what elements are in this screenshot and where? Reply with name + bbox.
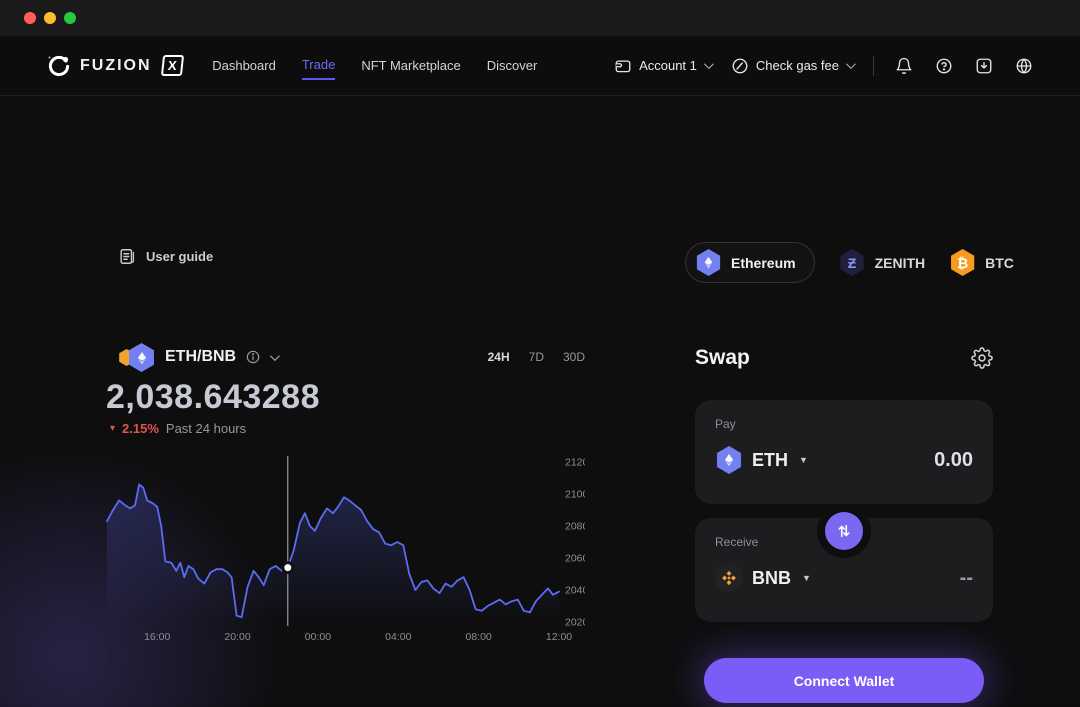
market-header: ETH/BNB 24H 7D 30D [118, 342, 585, 372]
range-tabs: 24H 7D 30D [488, 350, 585, 364]
nav-links: Dashboard Trade NFT Marketplace Discover [212, 51, 537, 80]
bell-icon [896, 57, 912, 74]
price-chart[interactable]: 2020 2040 2060 2080 2100 2120 16:00 20:00 00:00 0… [103, 452, 589, 651]
help-icon [936, 58, 952, 73]
pay-card: Pay ETH ▼ 0.00 [695, 400, 993, 504]
pay-label: Pay [715, 417, 736, 431]
down-triangle-icon: ▾ [110, 423, 116, 434]
document-icon [120, 249, 135, 264]
pair-name: ETH/BNB [165, 348, 237, 365]
swap-title: Swap [695, 346, 750, 369]
svg-text:2100: 2100 [565, 489, 585, 501]
svg-text:2080: 2080 [565, 521, 585, 533]
network-tabs: Ethereum Ƶ ZENITH ₿ BTC [685, 242, 1014, 283]
account-selector[interactable]: Account 1 [614, 57, 714, 75]
svg-text:2020: 2020 [565, 617, 585, 629]
chevron-down-icon [845, 59, 856, 70]
eth-icon [129, 343, 154, 372]
price-change-period: Past 24 hours [165, 421, 247, 436]
range-30d[interactable]: 30D [562, 350, 585, 364]
download-button[interactable] [974, 56, 994, 76]
network-tab-ethereum[interactable]: Ethereum [685, 242, 815, 283]
user-guide-label: User guide [146, 249, 214, 264]
notifications-button[interactable] [894, 56, 914, 76]
window-titlebar [0, 0, 1080, 36]
nav-link-trade[interactable]: Trade [301, 51, 336, 80]
nav-link-nft-marketplace[interactable]: NFT Marketplace [361, 58, 461, 73]
language-button[interactable] [1014, 56, 1034, 76]
navbar: FUZION X Dashboard Trade NFT Marketplace… [0, 36, 1080, 96]
receive-label: Receive [715, 535, 759, 549]
minimize-button[interactable] [44, 12, 56, 24]
svg-text:2040: 2040 [565, 585, 585, 597]
network-tab-btc[interactable]: ₿ BTC [949, 249, 1014, 276]
svg-text:2060: 2060 [565, 553, 585, 565]
nav-right: Account 1 Check gas fee [614, 55, 1034, 76]
swap-toggle-ring [817, 504, 871, 558]
svg-text:04:00: 04:00 [385, 631, 411, 643]
gear-icon[interactable] [971, 347, 993, 369]
maximize-button[interactable] [64, 12, 76, 24]
svg-text:20:00: 20:00 [224, 631, 250, 643]
pay-token-name: ETH [752, 449, 788, 470]
btc-icon: ₿ [951, 249, 975, 276]
gas-fee-label: Check gas fee [755, 58, 839, 73]
eth-icon [716, 446, 742, 474]
globe-icon [1016, 58, 1032, 73]
brand-logo[interactable]: FUZION X [46, 53, 184, 79]
fuzionx-logo-icon [48, 55, 70, 76]
zenith-icon: Ƶ [840, 249, 864, 276]
svg-text:2120: 2120 [565, 457, 585, 469]
brand-suffix: X [160, 55, 184, 76]
svg-text:00:00: 00:00 [305, 631, 331, 643]
wallet-icon [615, 59, 631, 72]
network-tab-label: BTC [985, 254, 1014, 271]
network-tab-label: Ethereum [731, 254, 796, 271]
user-guide-link[interactable]: User guide [118, 247, 213, 266]
brand-name: FUZION [80, 56, 152, 74]
help-button[interactable] [934, 56, 954, 76]
receive-card: Receive BNB ▼ -- [695, 518, 993, 622]
dropdown-triangle-icon: ▼ [799, 455, 808, 465]
price-change-row: ▾ 2.15% Past 24 hours [110, 421, 246, 436]
dropdown-triangle-icon: ▼ [802, 573, 811, 583]
svg-text:16:00: 16:00 [144, 631, 170, 643]
close-button[interactable] [24, 12, 36, 24]
chevron-down-icon [703, 59, 714, 70]
nav-link-dashboard[interactable]: Dashboard [212, 58, 276, 73]
nav-link-discover[interactable]: Discover [486, 58, 538, 73]
pair-price: 2,038.643288 [106, 378, 320, 416]
pair-icons [118, 342, 156, 372]
download-icon [976, 58, 992, 73]
chevron-down-icon [270, 350, 280, 361]
range-24h[interactable]: 24H [487, 350, 510, 364]
main-content: User guide Ethereum Ƶ ZENITH ₿ BTC [0, 96, 1080, 707]
swap-arrows-icon [838, 524, 850, 538]
swap-direction-button[interactable] [825, 512, 863, 550]
svg-text:12:00: 12:00 [546, 631, 572, 643]
pair-selector[interactable]: ETH/BNB [118, 342, 280, 372]
bnb-icon [715, 564, 743, 592]
gas-fee-selector[interactable]: Check gas fee [731, 57, 856, 75]
receive-token-name: BNB [752, 567, 791, 588]
network-tab-zenith[interactable]: Ƶ ZENITH [839, 249, 926, 276]
price-change-value: 2.15% [122, 421, 159, 436]
pay-row: ETH ▼ 0.00 [715, 446, 973, 474]
nav-divider [873, 55, 874, 76]
gauge-icon [732, 58, 748, 73]
swap-header: Swap [695, 342, 993, 374]
account-label: Account 1 [639, 58, 697, 73]
pay-token-selector[interactable]: ETH ▼ [715, 446, 808, 474]
network-tab-label: ZENITH [874, 254, 926, 271]
info-icon[interactable] [245, 349, 261, 365]
svg-text:08:00: 08:00 [466, 631, 492, 643]
receive-amount-value[interactable]: -- [959, 566, 973, 589]
swap-panel: Swap Pay ETH ▼ 0.00 [695, 342, 993, 703]
pay-amount-input[interactable]: 0.00 [934, 448, 973, 471]
receive-row: BNB ▼ -- [715, 564, 973, 592]
connect-wallet-button[interactable]: Connect Wallet [704, 658, 984, 703]
receive-token-selector[interactable]: BNB ▼ [715, 564, 811, 592]
range-7d[interactable]: 7D [528, 350, 544, 364]
eth-icon [696, 249, 721, 276]
